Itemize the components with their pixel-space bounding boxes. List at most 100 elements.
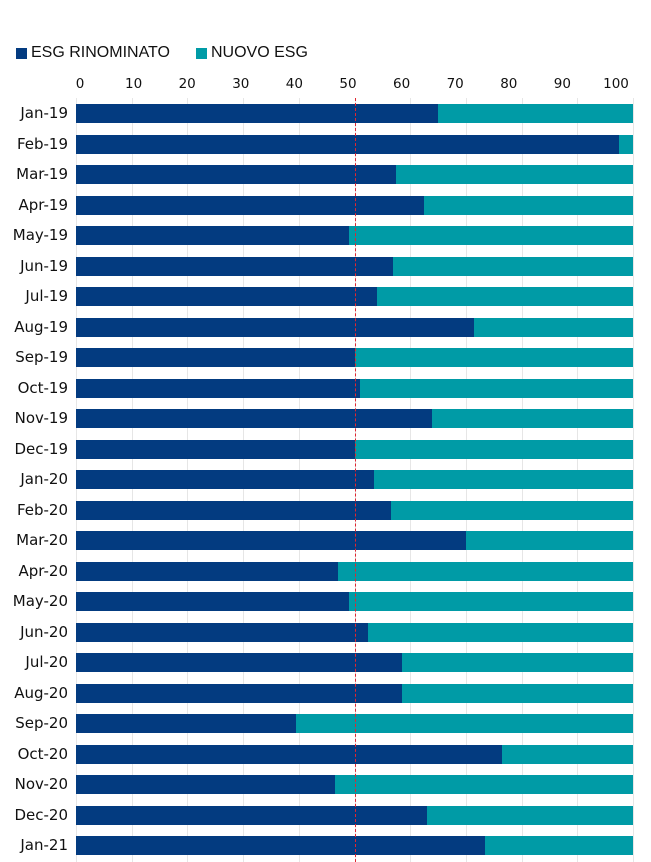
bar-segment-nuovo-esg [396,165,633,184]
x-tick-label: 60 [393,76,411,92]
bar-row [76,744,633,764]
bar-segment-esg-rinominato [76,805,427,825]
bar-row [76,439,633,459]
x-tick-label: 100 [603,76,629,92]
bar-segment-esg-rinominato [76,287,377,306]
y-category-label: May-20 [12,592,68,610]
bar-segment-esg-rinominato [76,653,402,672]
legend-label: ESG RINOMINATO [31,44,170,61]
y-category-label: Sep-19 [15,348,68,366]
legend-swatch-icon [195,47,207,59]
legend-item-nuovo-esg: NUOVO ESG [195,44,308,62]
bar-segment-esg-rinominato [76,714,296,733]
bar-segment-nuovo-esg [502,744,633,764]
bar-segment-esg-rinominato [76,317,475,337]
y-category-label: Mar-19 [16,165,68,183]
y-category-label: Feb-19 [16,134,68,153]
bar-segment-nuovo-esg [393,256,633,276]
bar-row [76,622,633,642]
bar-segment-nuovo-esg [296,714,633,733]
x-axis-ticks: 0 10 20 30 40 50 60 70 80 90 100 [0,76,651,94]
x-tick-label: 70 [446,76,464,92]
bar-row [76,714,633,733]
bar-segment-esg-rinominato [76,622,369,642]
bar-segment-esg-rinominato [76,195,425,215]
x-tick-label: 20 [178,76,196,92]
bar-row [76,287,633,306]
x-tick-label: 40 [285,76,303,92]
y-category-label: Aug-19 [14,317,68,336]
bar-segment-nuovo-esg [424,195,633,215]
bar-row [76,134,633,154]
y-category-label: Feb-20 [16,500,68,519]
y-category-label: Sep-20 [15,714,68,732]
bar-row [76,775,633,794]
legend: ESG RINOMINATO NUOVO ESG [16,44,308,62]
bar-segment-esg-rinominato [76,134,620,154]
bar-segment-nuovo-esg [348,592,633,611]
bar-segment-esg-rinominato [76,256,394,276]
y-category-label: Jul-20 [25,653,68,671]
bar-segment-esg-rinominato [76,592,349,611]
x-tick-label: 80 [500,76,518,92]
bar-segment-esg-rinominato [76,378,361,398]
bar-row [76,470,633,489]
y-category-label: Nov-19 [14,409,68,427]
legend-label: NUOVO ESG [210,44,308,61]
bar-segment-nuovo-esg [354,348,633,367]
bar-row [76,683,633,703]
bar-segment-esg-rinominato [76,470,374,489]
x-tick-label: 10 [125,76,143,92]
bar-segment-nuovo-esg [619,134,633,154]
y-category-label: May-19 [12,226,68,244]
bar-row [76,805,633,825]
y-category-label: Nov-20 [14,775,68,793]
bar-segment-esg-rinominato [76,561,338,581]
y-category-label: Apr-19 [18,195,69,214]
bar-row [76,653,633,672]
bar-segment-nuovo-esg [426,805,633,825]
bar-segment-esg-rinominato [76,348,355,367]
y-category-label: Jun-20 [20,622,68,641]
bar-row [76,531,633,550]
bar-segment-nuovo-esg [376,287,633,306]
bar-row [76,378,633,398]
legend-item-esg-rinominato: ESG RINOMINATO [16,44,170,62]
bar-segment-esg-rinominato [76,226,349,245]
x-tick-label: 50 [339,76,357,92]
bar-segment-nuovo-esg [401,683,633,703]
y-category-label: Jan-21 [20,836,68,854]
bar-segment-esg-rinominato [76,104,439,123]
bar-segment-esg-rinominato [76,531,466,550]
x-tick-label: 90 [553,76,571,92]
y-category-label: Jun-19 [20,256,68,275]
gridline [633,98,634,862]
bar-segment-nuovo-esg [432,409,633,428]
bar-row [76,561,633,581]
bar-row [76,409,633,428]
y-category-label: Oct-20 [17,744,68,763]
y-category-label: Dec-20 [14,805,68,824]
y-category-label: Jan-20 [20,470,68,488]
bar-segment-esg-rinominato [76,836,486,855]
reference-line-50 [354,98,356,862]
y-category-label: Dec-19 [14,439,68,458]
bar-row [76,104,633,123]
bar-row [76,195,633,215]
bar-segment-esg-rinominato [76,744,503,764]
bar-segment-esg-rinominato [76,409,433,428]
y-category-label: Mar-20 [16,531,68,549]
bar-row [76,317,633,337]
x-tick-label: 0 [75,76,85,92]
plot-area [76,98,634,862]
bar-segment-nuovo-esg [465,531,633,550]
bar-segment-nuovo-esg [474,317,633,337]
bar-segment-nuovo-esg [337,561,633,581]
bar-segment-nuovo-esg [390,500,633,520]
bar-segment-nuovo-esg [368,622,633,642]
bar-row [76,165,633,184]
bar-segment-esg-rinominato [76,500,391,520]
bar-row [76,836,633,855]
bar-segment-nuovo-esg [360,378,633,398]
bar-segment-nuovo-esg [335,775,633,794]
